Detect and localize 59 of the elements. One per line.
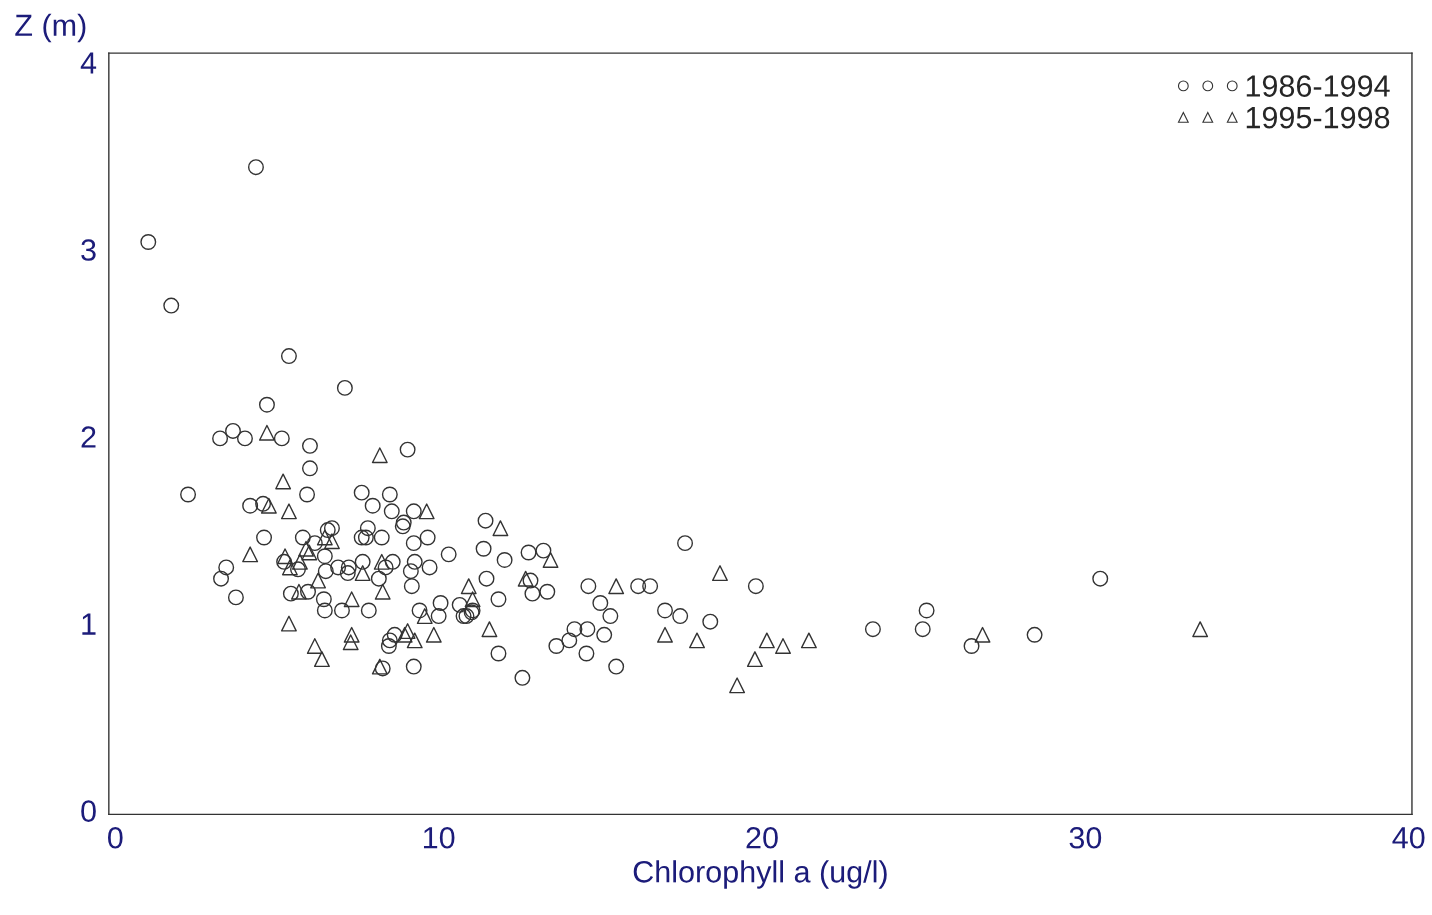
point <box>746 651 763 668</box>
point <box>291 553 308 570</box>
y-tick-label: 4 <box>80 52 97 74</box>
point <box>729 677 746 694</box>
x-tick-label: 0 <box>108 826 123 849</box>
point <box>374 583 391 600</box>
x-tick-label: 40 <box>1392 826 1425 849</box>
point <box>460 578 477 595</box>
point <box>280 615 297 632</box>
point <box>373 553 390 570</box>
point <box>316 529 333 546</box>
point <box>517 570 534 587</box>
point <box>418 503 435 520</box>
point <box>323 533 340 550</box>
point <box>281 559 298 576</box>
point <box>342 634 359 651</box>
point <box>260 497 277 514</box>
point <box>608 578 625 595</box>
y-axis-title: Z (m) <box>15 13 86 43</box>
point <box>306 638 323 654</box>
point <box>354 565 371 582</box>
point <box>406 632 423 649</box>
point <box>481 621 498 638</box>
point <box>1192 621 1209 638</box>
point <box>974 626 991 643</box>
y-tick-label: 2 <box>81 426 96 448</box>
point <box>464 591 481 608</box>
point <box>258 424 275 441</box>
point <box>313 651 330 668</box>
point <box>343 626 360 643</box>
x-tick-label: 10 <box>423 826 455 849</box>
point <box>280 503 297 520</box>
point <box>298 540 315 557</box>
point <box>290 583 307 600</box>
point <box>492 520 509 537</box>
x-tick-label: 30 <box>1069 826 1102 849</box>
point <box>542 551 559 568</box>
point <box>343 591 360 608</box>
point <box>275 473 292 490</box>
x-axis-title: Chlorophyll a (ug/l) <box>633 860 887 889</box>
y-tick-label: 0 <box>81 800 96 822</box>
point <box>371 447 388 464</box>
y-tick-label: 3 <box>81 239 96 261</box>
point <box>277 548 294 565</box>
point <box>425 626 442 643</box>
point <box>310 572 327 589</box>
point <box>800 632 817 649</box>
legend-label: 1986-1994 <box>1246 75 1390 97</box>
point <box>775 638 792 654</box>
point <box>657 626 673 643</box>
point <box>242 546 259 563</box>
point <box>711 565 728 582</box>
point <box>301 544 318 561</box>
x-tick-label: 20 <box>746 826 778 849</box>
point <box>416 608 433 625</box>
point <box>758 632 775 649</box>
point <box>689 632 705 649</box>
legend-label: 1995-1998 <box>1246 106 1390 129</box>
y-tick-label: 1 <box>82 613 96 635</box>
